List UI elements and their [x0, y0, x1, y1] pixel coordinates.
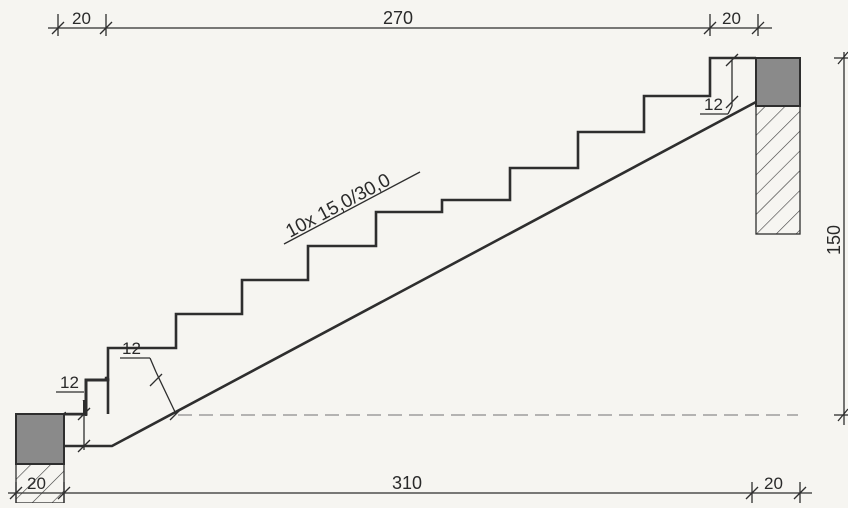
top-dimension-line [48, 14, 772, 36]
right-support [755, 57, 801, 235]
stair-risers-treads [64, 56, 756, 416]
left-wall-hatch [15, 463, 65, 504]
stair-soffit-line [64, 100, 757, 448]
thickness-label-lower-left: 12 [60, 373, 79, 392]
thickness-ticks [77, 53, 739, 453]
top-dim-left-support: 20 [72, 9, 91, 28]
right-wall-hatch [755, 105, 801, 235]
stair-bottom-step [64, 378, 108, 416]
height-dim-label: 150 [824, 225, 844, 255]
right-concrete-block [755, 57, 801, 107]
left-support [15, 413, 65, 504]
top-dim-right-support: 20 [722, 9, 741, 28]
height-dimension-line [834, 51, 848, 425]
top-dim-span: 270 [383, 8, 413, 28]
bottom-dim-right-support: 20 [764, 474, 783, 493]
thickness-label-lower-mid: 12 [122, 339, 141, 358]
step-spec-underline [283, 171, 421, 245]
bottom-dim-span: 310 [392, 473, 422, 493]
thickness-leaders [56, 105, 733, 393]
thickness-label-upper-right: 12 [704, 95, 723, 114]
left-concrete-block [15, 413, 65, 465]
